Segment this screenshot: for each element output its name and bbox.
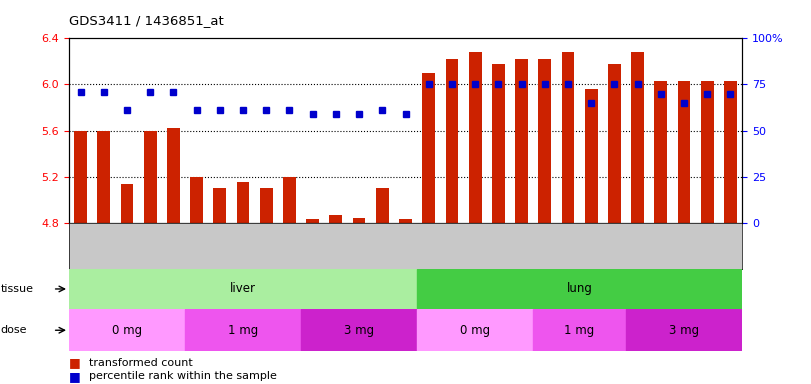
Bar — [701, 81, 714, 223]
Bar — [191, 177, 203, 223]
Bar — [654, 81, 667, 223]
Bar — [283, 177, 296, 223]
Bar — [144, 131, 157, 223]
Text: percentile rank within the sample: percentile rank within the sample — [89, 371, 277, 381]
Bar — [97, 131, 110, 223]
Bar — [515, 59, 528, 223]
Text: dose: dose — [1, 325, 28, 335]
Bar — [213, 188, 226, 223]
Bar — [417, 269, 742, 309]
Bar — [185, 309, 301, 351]
Text: 0 mg: 0 mg — [112, 324, 142, 337]
Bar — [533, 309, 626, 351]
Bar — [608, 64, 620, 223]
Bar — [399, 219, 412, 223]
Bar — [69, 269, 417, 309]
Text: ■: ■ — [69, 356, 84, 369]
Text: 3 mg: 3 mg — [344, 324, 374, 337]
Bar — [417, 309, 533, 351]
Text: 1 mg: 1 mg — [564, 324, 594, 337]
Bar — [329, 215, 342, 223]
Bar — [121, 184, 133, 223]
Bar — [307, 219, 319, 223]
Bar — [678, 81, 690, 223]
Text: 1 mg: 1 mg — [228, 324, 258, 337]
Text: transformed count: transformed count — [89, 358, 193, 368]
Bar — [469, 52, 482, 223]
Bar — [724, 81, 737, 223]
Bar — [301, 309, 417, 351]
Bar — [376, 188, 388, 223]
Text: 0 mg: 0 mg — [460, 324, 490, 337]
Text: tissue: tissue — [1, 284, 34, 294]
Text: 3 mg: 3 mg — [669, 324, 699, 337]
Bar — [445, 59, 458, 223]
Text: ■: ■ — [69, 370, 84, 383]
Text: lung: lung — [567, 283, 593, 295]
Bar — [74, 131, 87, 223]
Bar — [353, 218, 366, 223]
Bar — [69, 309, 185, 351]
Bar — [561, 52, 574, 223]
Text: GDS3411 / 1436851_at: GDS3411 / 1436851_at — [69, 14, 224, 27]
Bar — [585, 89, 598, 223]
Bar — [626, 309, 742, 351]
Bar — [167, 128, 180, 223]
Bar — [423, 73, 435, 223]
Bar — [539, 59, 551, 223]
Bar — [237, 182, 250, 223]
Bar — [631, 52, 644, 223]
Bar — [260, 188, 272, 223]
Bar — [492, 64, 504, 223]
Text: liver: liver — [230, 283, 256, 295]
